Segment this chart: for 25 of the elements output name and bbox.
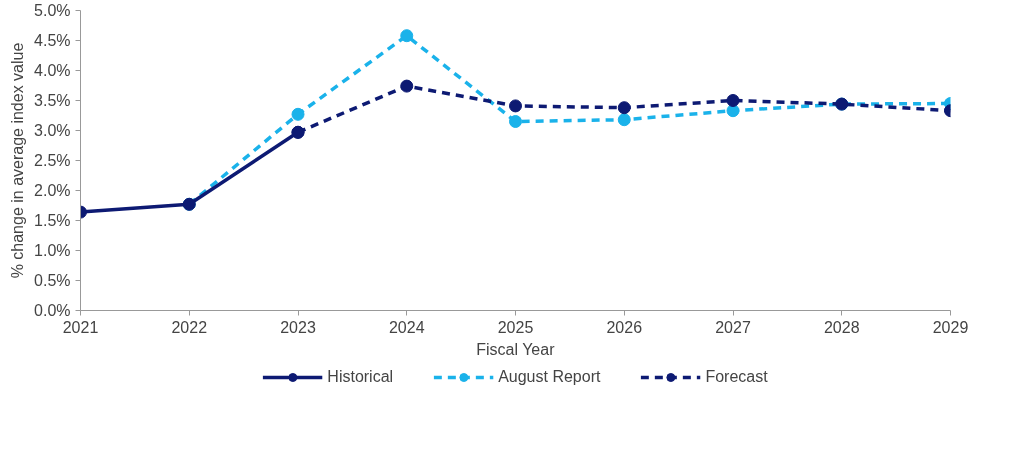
y-tick-label: 5.0% (34, 2, 71, 19)
x-tick-label: 2024 (388, 318, 425, 336)
y-tick-label: 0.0% (34, 302, 71, 319)
y-tick-label: 1.5% (34, 212, 71, 229)
y-tick-label: 4.5% (34, 32, 71, 49)
x-tick-label: 2023 (280, 318, 316, 336)
x-tick-label: 2028 (823, 318, 860, 336)
legend-label: August Report (498, 368, 601, 386)
y-tick-label: 2.5% (34, 152, 71, 169)
x-tick-label: 2022 (171, 318, 208, 336)
x-axis-title: Fiscal Year (476, 340, 556, 358)
x-tick-label: 2029 (932, 318, 969, 336)
x-tick-label: 2026 (606, 318, 643, 336)
y-axis-title: % change in average index value (9, 42, 27, 279)
y-tick-label: 4.0% (34, 62, 71, 79)
x-tick-label: 2025 (497, 318, 534, 336)
legend-label: Historical (327, 368, 394, 386)
x-tick-label: 2021 (62, 318, 99, 336)
y-tick-label: 3.5% (34, 92, 71, 109)
legend-label: Forecast (705, 368, 768, 386)
y-tick-label: 0.5% (34, 272, 71, 289)
y-tick-label: 3.0% (34, 122, 71, 139)
x-tick-label: 2027 (715, 318, 751, 336)
y-tick-label: 2.0% (34, 182, 71, 199)
y-tick-label: 1.0% (34, 242, 71, 259)
